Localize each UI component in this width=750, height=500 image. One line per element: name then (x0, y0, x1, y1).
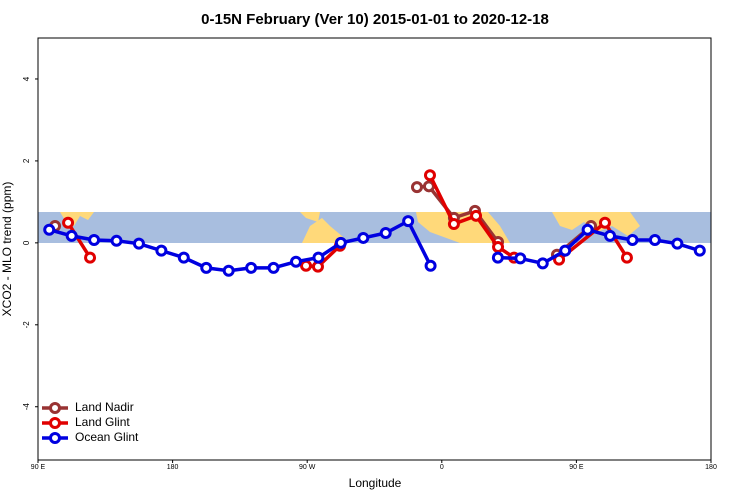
data-point (492, 240, 505, 253)
x-tick-label: 180 (167, 464, 179, 471)
data-point (423, 169, 436, 182)
data-point (626, 233, 639, 246)
data-point (132, 237, 145, 250)
data-point (581, 223, 594, 236)
data-point (620, 251, 633, 264)
data-point (84, 251, 97, 264)
x-tick-label: 90 E (569, 464, 584, 471)
legend-marker (49, 432, 61, 444)
x-tick-label: 90 W (299, 464, 316, 471)
y-tick-label: 0 (22, 240, 31, 245)
x-tick-label: 0 (440, 464, 444, 471)
data-point (402, 215, 415, 228)
data-point (410, 181, 423, 194)
data-point (357, 231, 370, 244)
data-point (648, 233, 661, 246)
data-point (491, 251, 504, 264)
y-tick-label: -4 (22, 403, 31, 411)
legend-label: Ocean Glint (75, 430, 139, 444)
x-tick-label: 180 (705, 464, 717, 471)
data-point (155, 244, 168, 257)
data-point (312, 251, 325, 264)
land (416, 212, 510, 243)
y-axis-label: XCO2 - MLO trend (ppm) (0, 182, 14, 317)
chart-title: 0-15N February (Ver 10) 2015-01-01 to 20… (201, 11, 549, 28)
legend-marker (49, 402, 61, 414)
data-point (200, 261, 213, 274)
data-point (470, 209, 483, 222)
land (302, 218, 348, 243)
x-axis-label: Longitude (349, 476, 402, 490)
x-tick-label: 90 E (31, 464, 46, 471)
data-point (559, 244, 572, 257)
data-point (424, 259, 437, 272)
plot-frame (37, 37, 712, 461)
data-point (447, 218, 460, 231)
data-point (222, 264, 235, 277)
data-point (334, 236, 347, 249)
data-point (300, 259, 313, 272)
data-point (65, 229, 78, 242)
data-point (536, 257, 549, 270)
data-point (598, 216, 611, 229)
y-tick-label: -2 (22, 321, 31, 329)
data-point (671, 237, 684, 250)
data-point (245, 261, 258, 274)
series-line (497, 227, 701, 266)
legend-label: Land Glint (75, 415, 130, 429)
data-point (267, 261, 280, 274)
y-tick-label: 2 (22, 158, 31, 163)
data-point (693, 244, 706, 257)
data-point (43, 223, 56, 236)
data-point (110, 234, 123, 247)
data-point (422, 180, 435, 193)
data-point (62, 216, 75, 229)
data-point (177, 251, 190, 264)
series-line (66, 221, 92, 259)
data-point (88, 233, 101, 246)
y-tick-label: 4 (22, 76, 31, 81)
data-point (604, 229, 617, 242)
data-point (514, 252, 527, 265)
data-point (289, 255, 302, 268)
data-point (379, 227, 392, 240)
legend-label: Land Nadir (75, 400, 134, 414)
legend-marker (49, 417, 61, 429)
land (300, 212, 320, 222)
